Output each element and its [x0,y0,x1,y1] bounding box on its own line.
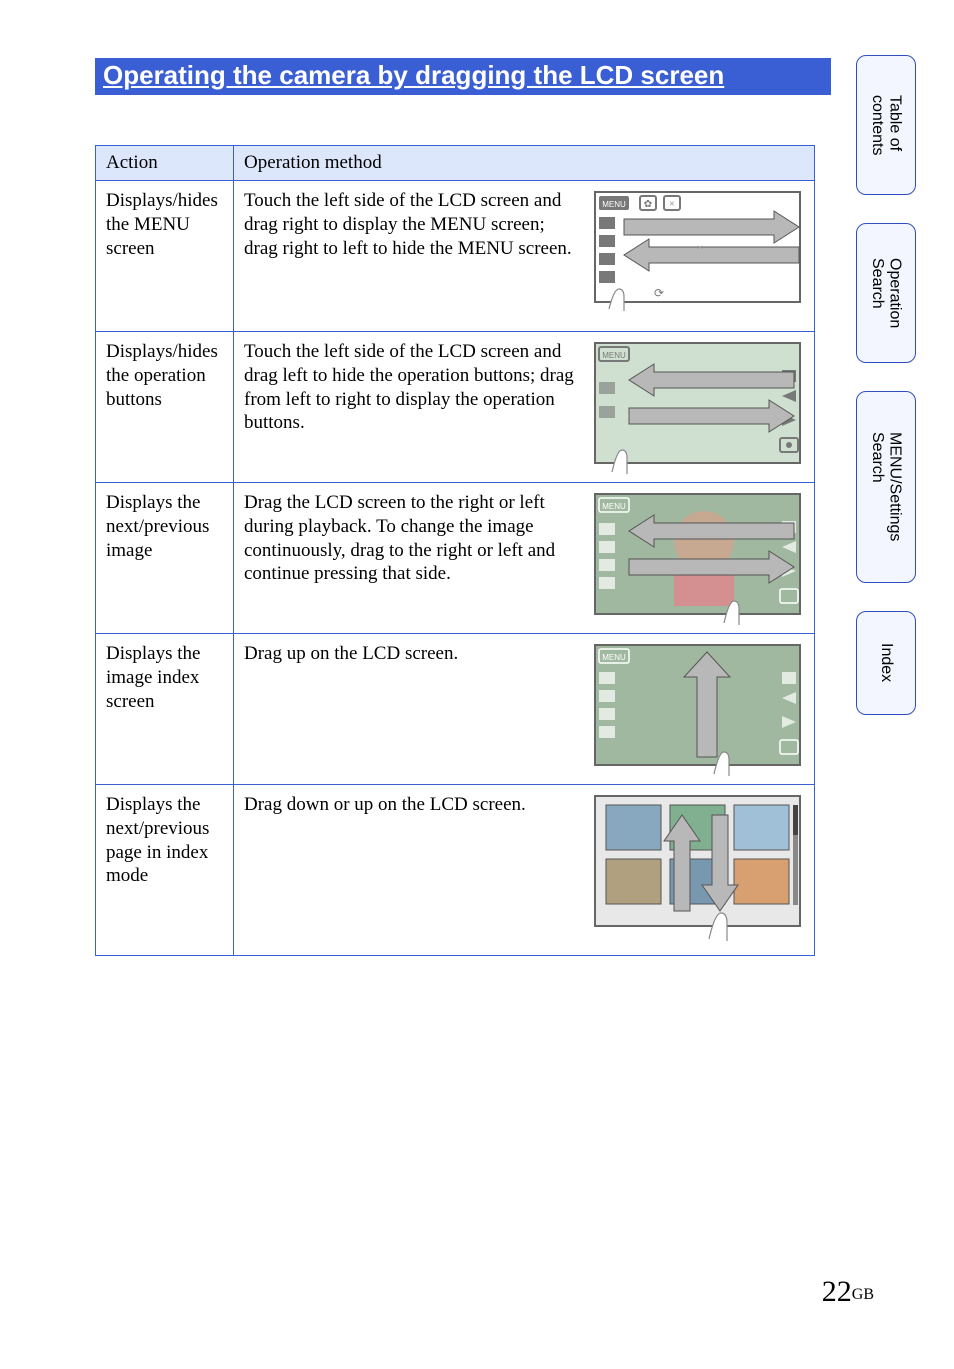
table-row: Displays the next/previous image Drag th… [96,483,815,634]
illustration-index-drag: MENU [594,642,804,772]
tab-label: Index [877,643,895,682]
tab-operation-search[interactable]: Operation Search [856,223,916,363]
method-text: Drag up on the LCD screen. [244,642,574,666]
action-cell: Displays the next/previous image [96,483,234,634]
table-row: Displays/hides the operation buttons Tou… [96,332,815,483]
tab-index[interactable]: Index [856,611,916,715]
illustration-image-drag: MENU [594,491,804,621]
method-text: Drag down or up on the LCD screen. [244,793,574,817]
svg-text:MENU: MENU [602,351,626,360]
page-number-value: 22 [822,1275,852,1308]
illustration-index-page-drag [594,793,804,943]
method-text: Touch the left side of the LCD screen an… [244,189,574,260]
method-text: Drag the LCD screen to the right or left… [244,491,574,586]
illustration-buttons-drag: MENU ↔ [594,340,804,470]
tab-label: Table of contents [868,95,903,155]
method-cell: Touch the left side of the LCD screen an… [234,332,815,483]
page-number-suffix: GB [852,1286,874,1303]
svg-text:MENU: MENU [602,502,626,511]
action-text: Displays the next/previous image [106,492,209,561]
side-nav-tabs: Table of contents Operation Search MENU/… [856,55,906,715]
method-cell: Drag the LCD screen to the right or left… [234,483,815,634]
table-row: Displays the image index screen Drag up … [96,634,815,785]
svg-text:MENU: MENU [602,653,626,662]
action-text: Displays/hides the operation buttons [106,341,218,410]
action-cell: Displays/hides the operation buttons [96,332,234,483]
method-cell: Drag down or up on the LCD screen. [234,785,815,956]
tab-label: MENU/Settings Search [868,432,903,541]
action-cell: Displays/hides the MENU screen [96,181,234,332]
action-cell: Displays the image index screen [96,634,234,785]
svg-text:×: × [669,199,675,210]
table-row: Displays/hides the MENU screen Touch the… [96,181,815,332]
action-cell: Displays the next/previous page in index… [96,785,234,956]
tab-table-of-contents[interactable]: Table of contents [856,55,916,195]
table-row: Displays the next/previous page in index… [96,785,815,956]
page-number: 22GB [822,1275,874,1309]
tab-label: Operation Search [868,258,903,328]
method-cell: Touch the left side of the LCD screen an… [234,181,815,332]
action-text: Displays/hides the MENU screen [106,190,218,259]
method-cell: Drag up on the LCD screen. MENU [234,634,815,785]
action-text: Displays the image index screen [106,643,200,712]
tab-menu-settings-search[interactable]: MENU/Settings Search [856,391,916,583]
illustration-menu-drag: MENU ✿ × [594,189,804,319]
section-heading-text: Operating the camera by dragging the LCD… [103,60,724,90]
section-heading: Operating the camera by dragging the LCD… [95,58,831,95]
col-method-header: Operation method [234,146,815,181]
svg-text:⟳: ⟳ [654,286,664,300]
operations-table: Action Operation method Displays/hides t… [95,145,815,956]
svg-text:✿: ✿ [644,199,652,210]
action-text: Displays the next/previous page in index… [106,794,209,886]
col-action-header: Action [96,146,234,181]
svg-text:↔: ↔ [694,238,706,252]
svg-text:MENU: MENU [602,200,626,209]
method-text: Touch the left side of the LCD screen an… [244,340,574,435]
